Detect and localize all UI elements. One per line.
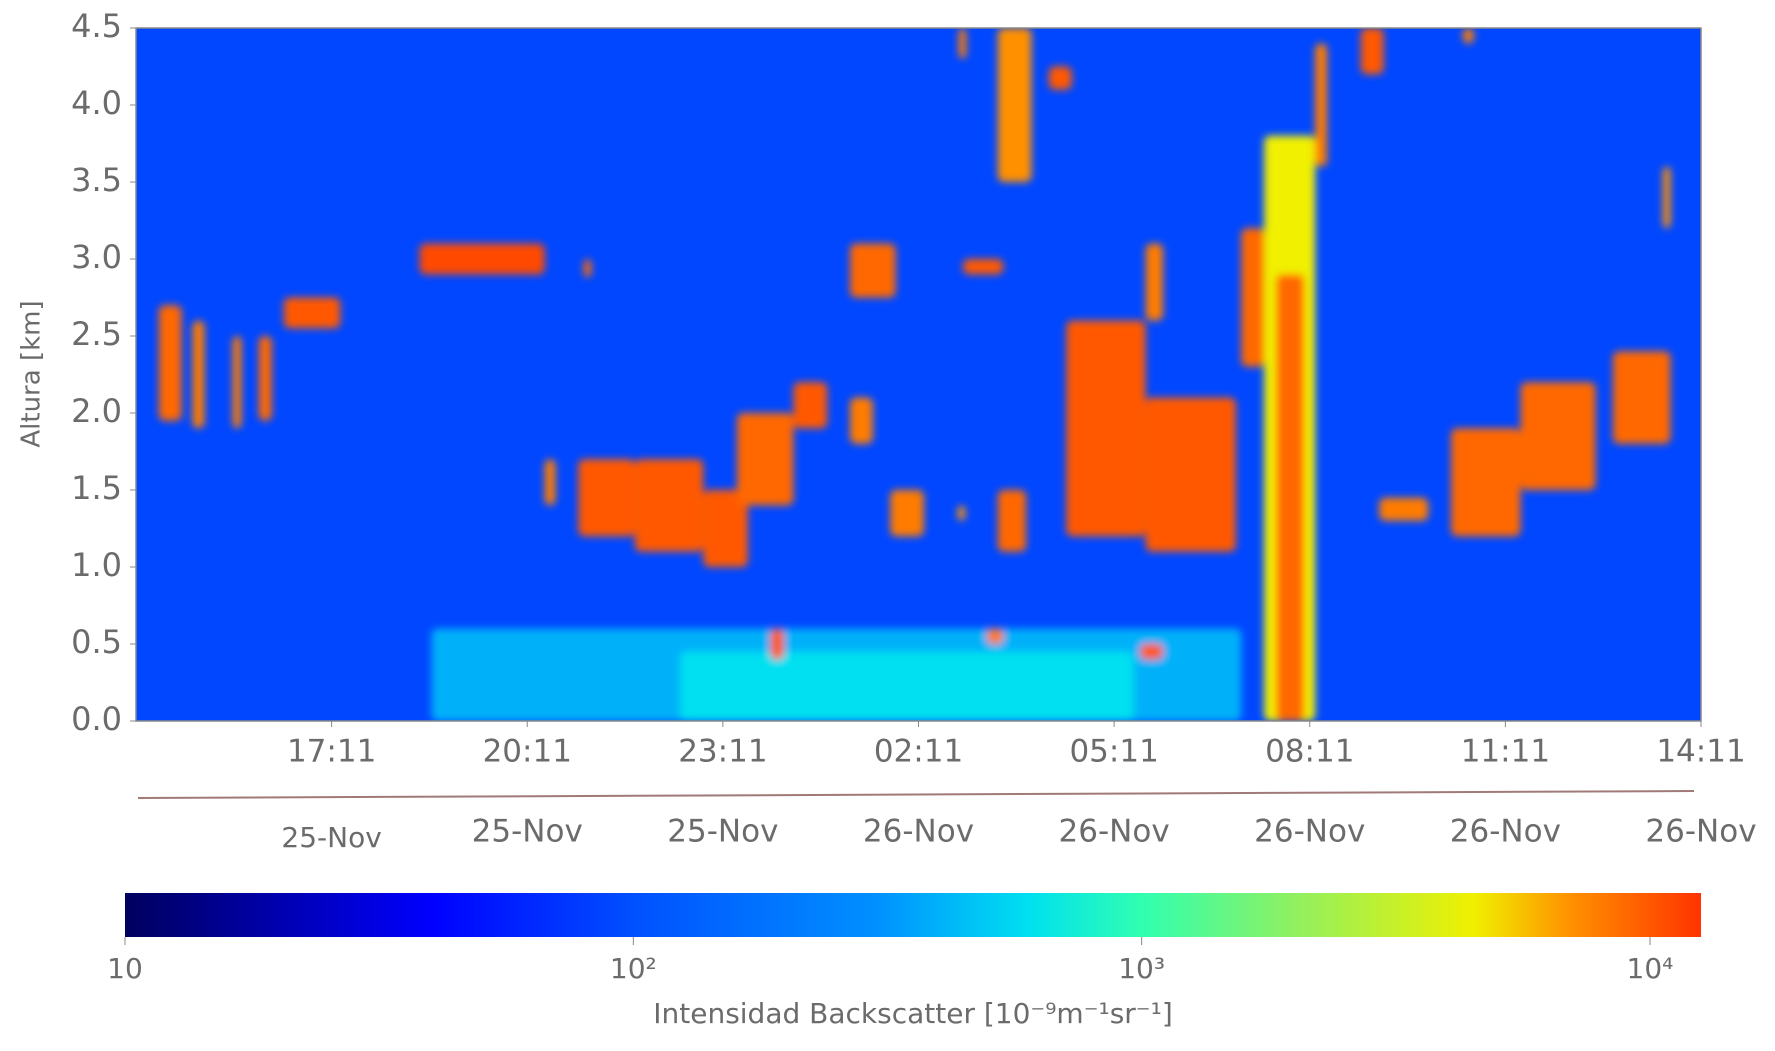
y-tick-label: 4.5 — [71, 7, 122, 45]
backscatter-cell — [635, 459, 703, 551]
y-tick-label: 1.5 — [71, 469, 122, 507]
backscatter-cell — [1315, 43, 1327, 166]
y-tick-label: 0.0 — [71, 700, 122, 738]
backscatter-cell — [1379, 498, 1428, 521]
backscatter-cell — [1146, 398, 1236, 552]
backscatter-cell — [771, 629, 784, 660]
x-tick-label: 08:11 — [1265, 734, 1354, 770]
backscatter-cell — [1276, 274, 1304, 721]
x-tick-label: 02:11 — [874, 734, 963, 770]
plot-area — [136, 28, 1701, 721]
y-tick-label: 2.5 — [71, 315, 122, 353]
backscatter-cell — [987, 629, 1003, 644]
background-field — [136, 28, 1701, 721]
x-tick-label: 20:11 — [483, 734, 572, 770]
backscatter-cell — [998, 28, 1032, 182]
backscatter-cell — [1361, 28, 1384, 74]
x-date-label: 25-Nov — [667, 814, 778, 850]
backscatter-cell — [1521, 382, 1596, 490]
x-date-label: 25-Nov — [281, 821, 381, 854]
y-axis-label: Altura [km] — [17, 300, 47, 447]
backscatter-cell — [1049, 67, 1072, 90]
y-tick-label: 3.5 — [71, 161, 122, 199]
backscatter-cell — [1613, 351, 1671, 443]
backscatter-cell — [998, 490, 1026, 552]
backscatter-cell — [1241, 228, 1264, 367]
backscatter-cell — [545, 459, 556, 505]
backscatter-cell — [680, 652, 1133, 721]
backscatter-cell — [959, 28, 967, 59]
y-tick-label: 3.0 — [71, 238, 122, 276]
colorbar — [125, 893, 1701, 937]
backscatter-cell — [1451, 428, 1521, 536]
backscatter-cell — [584, 259, 592, 277]
backscatter-cell — [284, 298, 341, 329]
x-date-label: 26-Nov — [863, 814, 974, 850]
backscatter-cell — [963, 259, 1003, 274]
x-date-label: 26-Nov — [1645, 814, 1756, 850]
x-tick-label: 11:11 — [1461, 734, 1550, 770]
x-date-label: 26-Nov — [1450, 814, 1561, 850]
x-tick-label: 23:11 — [678, 734, 767, 770]
x-tick-label: 05:11 — [1069, 734, 1158, 770]
backscatter-cell — [958, 505, 966, 520]
backscatter-cell — [259, 336, 272, 421]
backscatter-cell — [737, 413, 794, 505]
backscatter-cell — [420, 244, 545, 275]
backscatter-cell — [159, 305, 182, 421]
y-tick-label: 4.0 — [71, 84, 122, 122]
colorbar-tick-label: 10⁴ — [1627, 952, 1674, 985]
y-tick-label: 2.0 — [71, 392, 122, 430]
x-date-label: 26-Nov — [1059, 814, 1170, 850]
backscatter-cell — [1146, 244, 1163, 321]
backscatter-cell — [794, 382, 828, 428]
date-divider — [138, 791, 1694, 798]
x-tick-label: 14:11 — [1656, 734, 1745, 770]
backscatter-cell — [1463, 28, 1474, 43]
backscatter-cell — [890, 490, 924, 536]
backscatter-cell — [233, 336, 242, 428]
backscatter-cell — [193, 321, 205, 429]
y-tick-label: 0.5 — [71, 623, 122, 661]
backscatter-cell — [1066, 321, 1145, 537]
backscatter-cell — [850, 244, 896, 298]
backscatter-cell — [850, 398, 873, 444]
backscatter-cell — [1140, 644, 1163, 659]
x-date-label: 25-Nov — [472, 814, 583, 850]
x-tick-label: 17:11 — [287, 734, 376, 770]
backscatter-cell — [578, 459, 635, 536]
colorbar-tick-label: 10² — [610, 952, 657, 985]
colorbar-label: Intensidad Backscatter [10⁻⁹m⁻¹sr⁻¹] — [653, 997, 1173, 1030]
colorbar-tick-label: 10 — [107, 952, 143, 985]
colorbar-tick-label: 10³ — [1118, 952, 1165, 985]
backscatter-cell — [1663, 167, 1671, 229]
x-date-label: 26-Nov — [1254, 814, 1365, 850]
y-tick-label: 1.0 — [71, 546, 122, 584]
